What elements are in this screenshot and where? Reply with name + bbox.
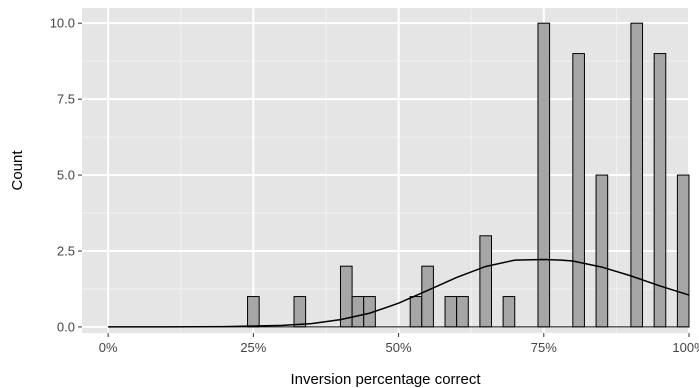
histogram-bar [479, 235, 493, 328]
x-tick-label: 75% [531, 340, 557, 355]
plot-panel [82, 8, 689, 333]
y-tick-label: 7.5 [57, 92, 75, 107]
x-tick-label: 50% [386, 340, 412, 355]
histogram-bar [444, 296, 458, 328]
y-axis-title: Count [9, 150, 26, 191]
histogram-bars [108, 22, 690, 328]
x-tick-label: 25% [240, 340, 266, 355]
y-tick-label: 5.0 [57, 168, 75, 183]
histogram-bar [409, 296, 423, 328]
histogram-bar [421, 265, 434, 328]
y-tick-label: 10.0 [50, 16, 75, 31]
histogram-bar [572, 53, 585, 328]
x-tick-label: 100% [672, 340, 699, 355]
histogram-bar [595, 174, 609, 328]
histogram-bar [537, 22, 551, 328]
histogram-bar [351, 296, 365, 328]
histogram-bar [676, 174, 690, 328]
density-curve [108, 258, 690, 328]
histogram-bar [502, 296, 516, 328]
y-tick-label: 2.5 [57, 243, 75, 258]
x-axis-title: Inversion percentage correct [290, 371, 481, 388]
histogram-bar [247, 296, 260, 328]
x-tick-label: 0% [99, 340, 118, 355]
histogram-bar [293, 296, 307, 328]
y-tick-label: 0.0 [57, 319, 75, 334]
histogram-bar [630, 22, 644, 328]
histogram-bar [456, 296, 469, 328]
axes: 0% 25% 50% 75% 100% 0.0 2.5 5.0 7.5 10.0 [50, 16, 699, 355]
